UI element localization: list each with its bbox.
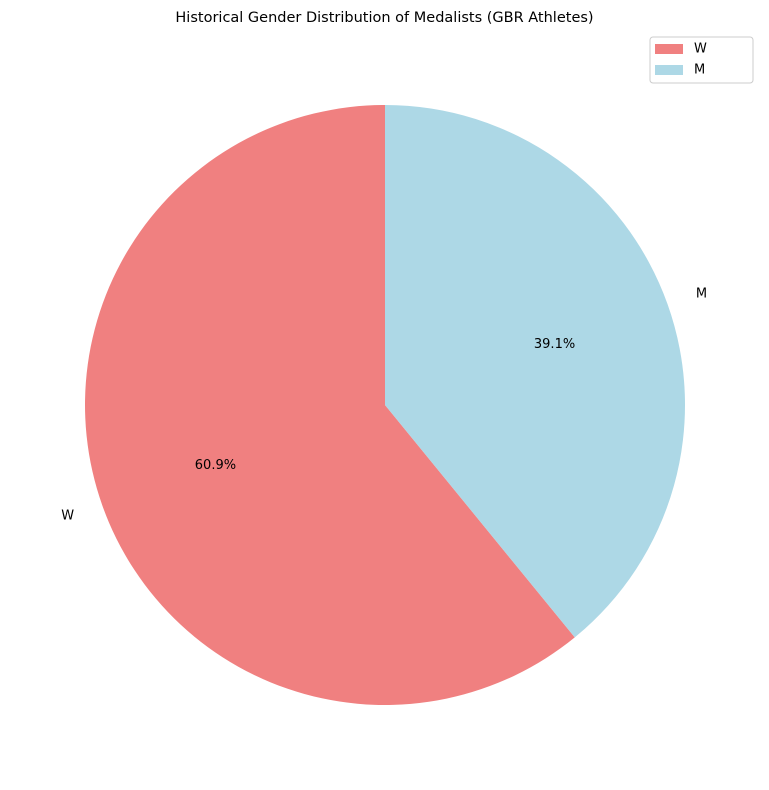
legend-swatch-m — [655, 65, 683, 75]
pct-label-w: 60.9% — [195, 458, 236, 473]
chart-title: Historical Gender Distribution of Medali… — [175, 10, 593, 26]
slice-label-w: W — [61, 508, 74, 523]
legend-swatch-w — [655, 44, 683, 54]
legend: WM — [649, 36, 754, 84]
pie-slice-m — [385, 105, 685, 638]
pct-label-m: 39.1% — [534, 337, 575, 352]
pie-labels: 60.9% W 39.1% M — [61, 287, 707, 524]
legend-label-m: M — [694, 63, 705, 78]
pie-slice-w — [85, 105, 575, 705]
pie-slices — [85, 105, 685, 705]
legend-label-w: W — [694, 42, 707, 57]
slice-label-m: M — [696, 287, 707, 302]
